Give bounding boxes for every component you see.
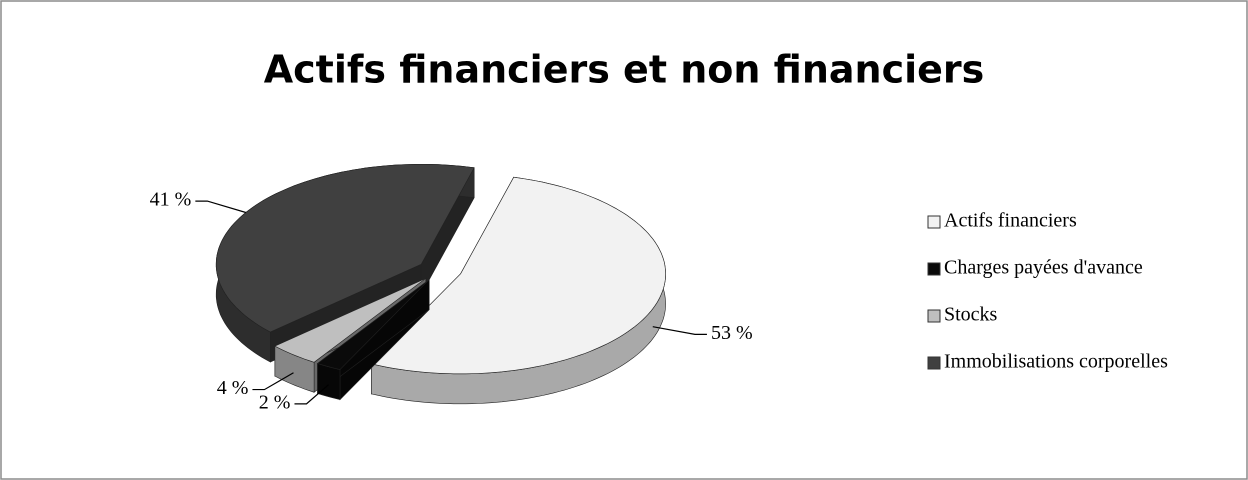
legend-label: Actifs financiers bbox=[944, 210, 1077, 232]
slice-top bbox=[370, 176, 666, 375]
legend-label: Charges payées d'avance bbox=[944, 257, 1143, 279]
leader-line bbox=[652, 326, 707, 335]
chart-title: Actifs financiers et non financiers bbox=[264, 48, 985, 92]
legend-label: Stocks bbox=[944, 304, 998, 326]
slice bbox=[316, 278, 430, 401]
slice-top bbox=[274, 278, 426, 363]
legend-label: Immobilisations corporelles bbox=[944, 351, 1168, 373]
legend-swatch bbox=[927, 262, 941, 276]
data-label: 53 % bbox=[711, 322, 753, 344]
slice bbox=[370, 176, 666, 405]
leader-line bbox=[294, 384, 329, 405]
data-label: 41 % bbox=[150, 189, 192, 211]
legend-swatch bbox=[927, 356, 941, 370]
data-label: 2 % bbox=[259, 391, 291, 413]
leader-line bbox=[195, 200, 247, 214]
data-label: 4 % bbox=[217, 377, 249, 399]
leader-line bbox=[252, 372, 294, 391]
legend-swatch bbox=[927, 309, 941, 323]
legend-swatch bbox=[927, 215, 941, 229]
slice-top bbox=[316, 279, 430, 370]
